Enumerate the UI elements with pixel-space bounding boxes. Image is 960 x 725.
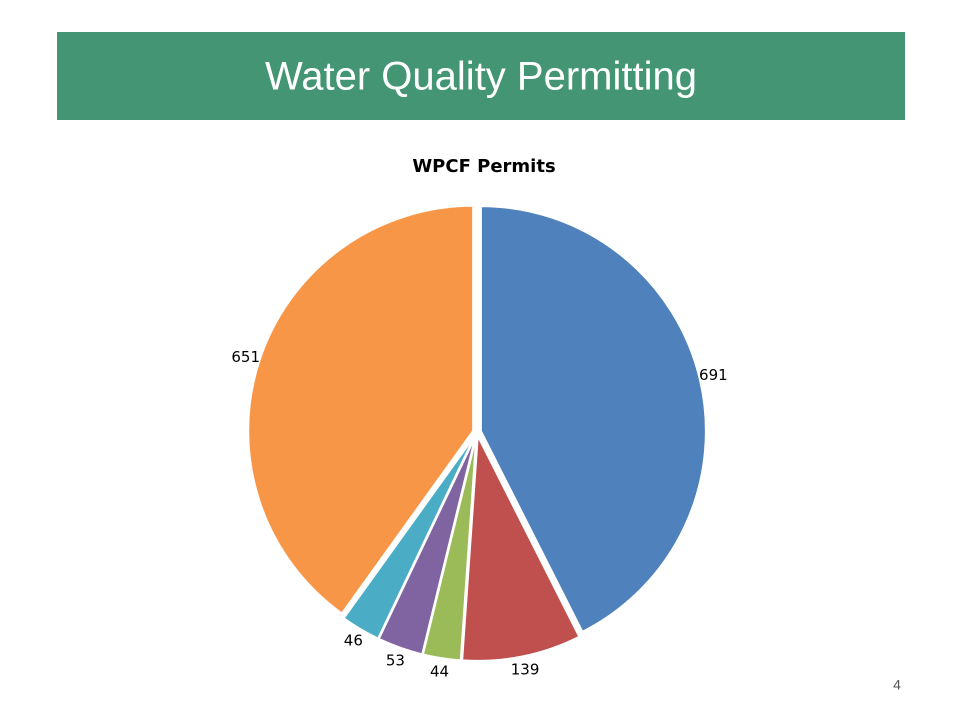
data-label: 691: [699, 366, 728, 384]
data-label: 46: [344, 632, 363, 650]
data-label: 651: [231, 348, 260, 366]
header-bar: [57, 32, 905, 120]
chart-title: WPCF Permits: [412, 156, 555, 177]
page-number: 4: [893, 677, 901, 693]
pie-slice: [461, 432, 581, 662]
slide-title: Water Quality Permitting: [265, 55, 697, 99]
data-label: 53: [386, 651, 405, 669]
data-label: 139: [511, 661, 540, 679]
pie-slice: [247, 204, 475, 615]
data-label: 44: [430, 663, 449, 681]
pie-slice: [342, 434, 476, 640]
pie-slice: [479, 205, 707, 634]
